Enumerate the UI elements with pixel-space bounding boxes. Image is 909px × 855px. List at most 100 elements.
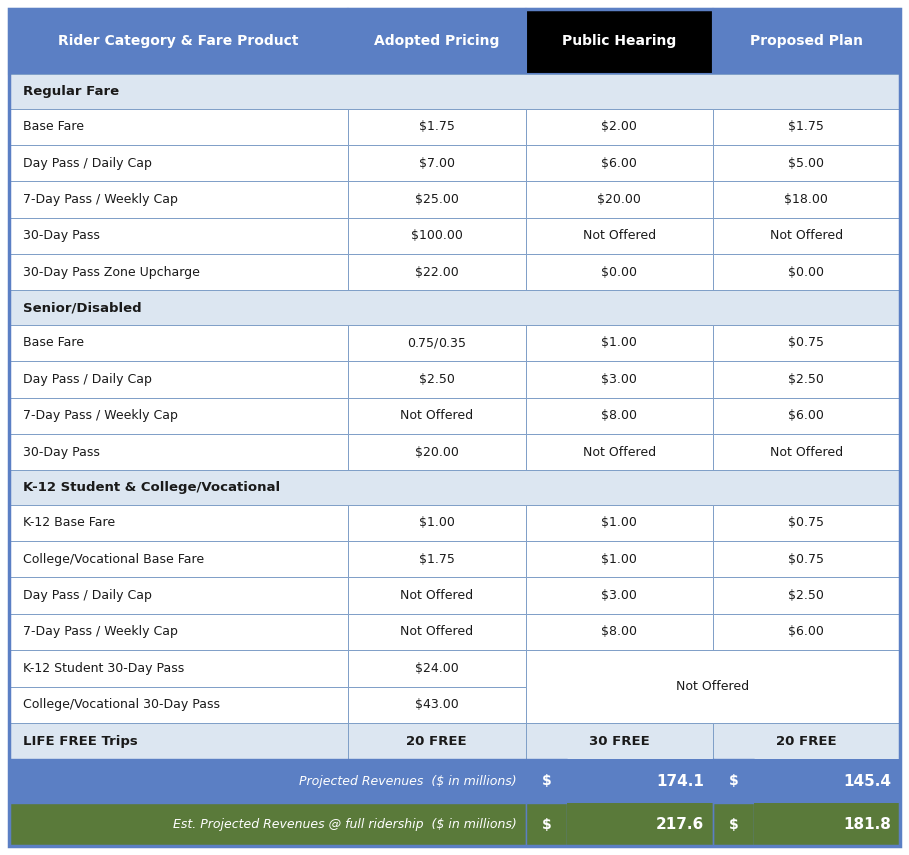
Text: $25.00: $25.00: [415, 193, 459, 206]
Bar: [9, 687, 347, 722]
Bar: [9, 398, 347, 433]
Bar: [347, 254, 525, 291]
Text: $: $: [542, 817, 551, 832]
Text: Adopted Pricing: Adopted Pricing: [374, 34, 499, 48]
Text: $5.00: $5.00: [788, 156, 824, 169]
Text: Not Offered: Not Offered: [770, 229, 843, 242]
Text: $: $: [728, 817, 738, 832]
Bar: [347, 398, 525, 433]
Text: $3.00: $3.00: [602, 373, 637, 386]
Text: 20 FREE: 20 FREE: [776, 734, 836, 747]
Bar: [9, 803, 525, 846]
Bar: [347, 217, 525, 254]
Bar: [347, 361, 525, 398]
Bar: [567, 803, 713, 846]
Text: $0.00: $0.00: [788, 266, 824, 279]
Text: $6.00: $6.00: [788, 626, 824, 639]
Text: $7.00: $7.00: [419, 156, 454, 169]
Text: 30 FREE: 30 FREE: [589, 734, 650, 747]
Bar: [713, 504, 900, 541]
Bar: [754, 803, 900, 846]
Bar: [713, 109, 900, 144]
Bar: [754, 759, 900, 803]
Bar: [347, 722, 525, 759]
Bar: [9, 433, 347, 470]
Bar: [525, 254, 713, 291]
Bar: [9, 74, 900, 109]
Bar: [9, 109, 347, 144]
Text: Not Offered: Not Offered: [770, 445, 843, 458]
Text: College/Vocational 30-Day Pass: College/Vocational 30-Day Pass: [23, 699, 220, 711]
Text: K-12 Student & College/Vocational: K-12 Student & College/Vocational: [23, 481, 280, 494]
Bar: [525, 144, 713, 181]
Text: Day Pass / Daily Cap: Day Pass / Daily Cap: [23, 589, 152, 602]
Bar: [525, 361, 713, 398]
Text: Public Hearing: Public Hearing: [562, 34, 676, 48]
Text: Est. Projected Revenues @ full ridership  ($ in millions): Est. Projected Revenues @ full ridership…: [173, 818, 516, 831]
Bar: [347, 541, 525, 577]
Text: 145.4: 145.4: [843, 774, 891, 788]
Bar: [525, 504, 713, 541]
Text: $1.00: $1.00: [602, 337, 637, 350]
Text: $0.00: $0.00: [601, 266, 637, 279]
Bar: [9, 181, 347, 217]
Text: 7-Day Pass / Weekly Cap: 7-Day Pass / Weekly Cap: [23, 410, 177, 422]
Bar: [9, 254, 347, 291]
Bar: [713, 144, 900, 181]
Bar: [525, 803, 567, 846]
Text: Regular Fare: Regular Fare: [23, 85, 119, 97]
Text: $1.75: $1.75: [419, 553, 454, 566]
Text: Not Offered: Not Offered: [676, 680, 749, 693]
Bar: [713, 759, 754, 803]
Bar: [9, 217, 347, 254]
Bar: [9, 577, 347, 614]
Text: $6.00: $6.00: [788, 410, 824, 422]
Text: $2.50: $2.50: [788, 589, 824, 602]
Bar: [9, 325, 347, 361]
Text: Senior/Disabled: Senior/Disabled: [23, 301, 142, 314]
Bar: [347, 614, 525, 650]
Text: Proposed Plan: Proposed Plan: [750, 34, 863, 48]
Text: 30-Day Pass: 30-Day Pass: [23, 445, 100, 458]
Text: $43.00: $43.00: [415, 699, 458, 711]
Bar: [525, 181, 713, 217]
Bar: [347, 504, 525, 541]
Text: Day Pass / Daily Cap: Day Pass / Daily Cap: [23, 373, 152, 386]
Bar: [713, 9, 900, 74]
Text: $18.00: $18.00: [784, 193, 828, 206]
Text: LIFE FREE Trips: LIFE FREE Trips: [23, 734, 137, 747]
Bar: [567, 759, 713, 803]
Bar: [713, 577, 900, 614]
Bar: [9, 9, 347, 74]
Bar: [713, 361, 900, 398]
Text: $2.50: $2.50: [788, 373, 824, 386]
Text: $24.00: $24.00: [415, 662, 458, 675]
Text: $0.75 / $0.35: $0.75 / $0.35: [407, 336, 466, 350]
Text: K-12 Base Fare: K-12 Base Fare: [23, 516, 115, 529]
Bar: [713, 722, 900, 759]
Bar: [9, 470, 900, 504]
Bar: [347, 577, 525, 614]
Text: $8.00: $8.00: [601, 626, 637, 639]
Bar: [525, 217, 713, 254]
Text: 30-Day Pass Zone Upcharge: 30-Day Pass Zone Upcharge: [23, 266, 200, 279]
Text: 30-Day Pass: 30-Day Pass: [23, 229, 100, 242]
Bar: [347, 650, 525, 687]
Text: 7-Day Pass / Weekly Cap: 7-Day Pass / Weekly Cap: [23, 193, 177, 206]
Bar: [9, 722, 347, 759]
Text: $1.00: $1.00: [602, 516, 637, 529]
Bar: [9, 759, 525, 803]
Text: Rider Category & Fare Product: Rider Category & Fare Product: [58, 34, 298, 48]
Text: 217.6: 217.6: [655, 817, 704, 832]
Bar: [525, 433, 713, 470]
Bar: [347, 433, 525, 470]
Bar: [525, 109, 713, 144]
Bar: [525, 759, 567, 803]
Bar: [713, 541, 900, 577]
Text: $2.00: $2.00: [602, 121, 637, 133]
Bar: [347, 181, 525, 217]
Text: Not Offered: Not Offered: [400, 589, 474, 602]
Text: $: $: [728, 774, 738, 788]
Text: $: $: [542, 774, 551, 788]
Bar: [525, 541, 713, 577]
